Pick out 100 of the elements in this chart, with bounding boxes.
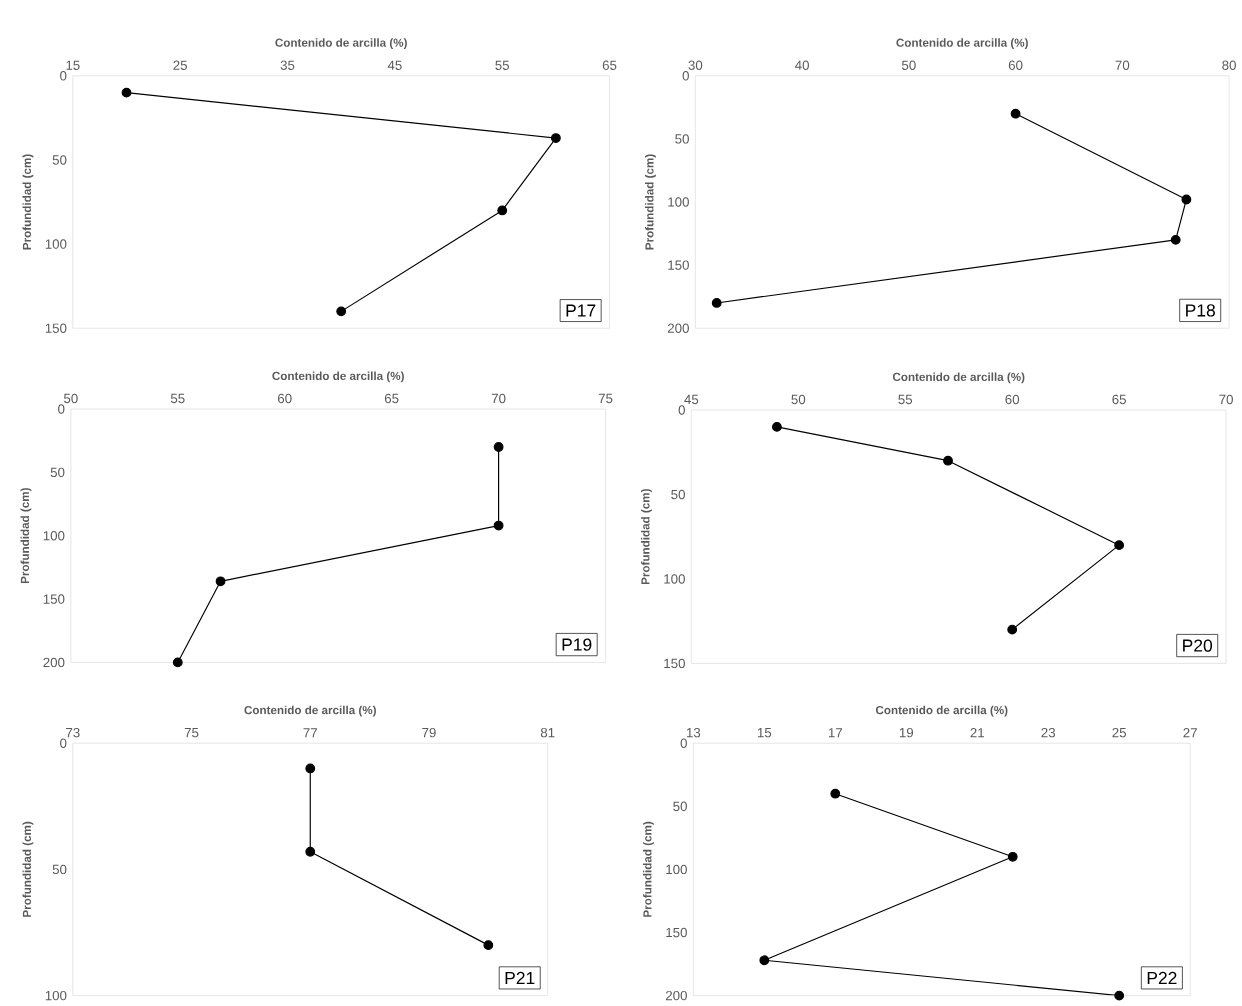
x-tick-label: 21 (970, 728, 984, 738)
x-tick-label: 55 (898, 394, 913, 405)
x-tick-label: 77 (303, 728, 317, 738)
y-axis-title: Profundidad (cm) (641, 489, 652, 585)
point (550, 133, 561, 144)
point (493, 520, 504, 531)
x-tick-label: 19 (899, 727, 914, 738)
point (336, 306, 347, 317)
y-axis-title: Profundidad (cm) (22, 154, 34, 250)
y-tick-label: 50 (50, 467, 65, 478)
x-tick-label: 60 (1005, 394, 1020, 405)
y-axis-title: Profundidad (cm) (643, 821, 654, 917)
y-tick-label: 150 (43, 594, 65, 604)
y-tick-label: 0 (60, 71, 67, 81)
x-axis-title: Contenido de arcilla (%) (272, 371, 404, 383)
y-tick-label: 50 (673, 801, 687, 812)
x-axis-title: Contenido de arcilla (%) (275, 38, 407, 50)
x-tick-label: 81 (540, 727, 555, 738)
x-tick-label: 17 (828, 728, 843, 738)
y-tick-label: 0 (680, 738, 687, 748)
point (121, 87, 132, 98)
y-tick-label: 100 (668, 197, 689, 207)
point (215, 576, 226, 587)
y-axis-title: Profundidad (cm) (22, 821, 34, 917)
y-tick-label: 150 (666, 927, 687, 938)
y-tick-label: 150 (45, 323, 67, 333)
text: P22 (1147, 971, 1177, 985)
x-tick-label: 50 (791, 394, 806, 405)
y-tick-label: 0 (60, 738, 67, 748)
x-tick-label: 15 (66, 60, 80, 70)
y-tick-label: 150 (664, 658, 685, 669)
y-tick-label: 50 (52, 864, 67, 875)
x-tick-label: 70 (1219, 394, 1233, 405)
y-tick-label: 0 (682, 71, 689, 81)
x-tick-label: 23 (1041, 727, 1056, 738)
y-tick-label: 200 (43, 657, 65, 668)
x-tick-label: 27 (1183, 728, 1197, 738)
point (497, 205, 508, 216)
point (172, 657, 183, 668)
x-tick-label: 45 (684, 394, 699, 405)
point (305, 763, 316, 774)
x-tick-label: 79 (422, 727, 436, 738)
x-tick-label: 15 (757, 728, 772, 738)
text: P19 (562, 638, 592, 651)
y-tick-label: 50 (675, 134, 689, 144)
y-tick-label: 50 (671, 489, 685, 500)
x-tick-label: 35 (280, 60, 295, 70)
y-tick-label: 100 (666, 864, 687, 875)
point (1114, 540, 1125, 551)
text: P18 (1186, 304, 1215, 317)
x-tick-label: 13 (686, 727, 701, 738)
y-tick-label: 100 (45, 990, 67, 1001)
x-tick-label: 25 (1112, 727, 1127, 738)
point (1010, 108, 1021, 119)
x-tick-label: 70 (1115, 60, 1130, 70)
y-axis-title: Profundidad (cm) (20, 488, 32, 584)
y-tick-label: 50 (52, 155, 67, 165)
y-tick-label: 0 (678, 405, 685, 415)
x-tick-label: 75 (184, 728, 199, 738)
x-tick-label: 55 (170, 393, 185, 404)
x-tick-label: 65 (1112, 394, 1126, 405)
x-tick-label: 40 (795, 60, 809, 70)
x-tick-label: 55 (495, 60, 510, 70)
point (830, 788, 841, 799)
point (759, 955, 770, 966)
x-tick-label: 60 (278, 393, 292, 404)
y-tick-label: 100 (664, 574, 685, 584)
point (1007, 851, 1018, 862)
x-axis-title: Contenido de arcilla (%) (875, 705, 1008, 717)
point (305, 846, 316, 857)
x-tick-label: 75 (598, 393, 613, 404)
point (711, 298, 722, 308)
x-axis-title: Contenido de arcilla (%) (244, 705, 376, 717)
x-tick-label: 65 (602, 60, 617, 70)
x-tick-label: 65 (384, 393, 399, 404)
point (1114, 990, 1125, 1001)
text: P20 (1183, 639, 1213, 652)
point (943, 455, 953, 466)
x-tick-label: 60 (1008, 60, 1023, 70)
point (772, 422, 782, 432)
x-tick-label: 45 (387, 60, 402, 70)
x-tick-label: 25 (173, 60, 187, 70)
x-tick-label: 30 (688, 60, 703, 70)
y-tick-label: 200 (667, 323, 689, 333)
text: P17 (566, 304, 596, 317)
x-axis-title: Contenido de arcilla (%) (896, 38, 1028, 50)
y-tick-label: 100 (43, 531, 65, 541)
point (1007, 624, 1018, 635)
text: P21 (505, 971, 535, 985)
y-tick-label: 150 (668, 260, 689, 270)
x-tick-label: 50 (901, 60, 916, 70)
point (493, 442, 504, 452)
x-tick-label: 73 (66, 727, 80, 738)
x-tick-label: 80 (1222, 60, 1236, 70)
x-tick-label: 70 (491, 393, 506, 404)
y-tick-label: 100 (45, 239, 67, 249)
y-tick-label: 200 (665, 990, 687, 1001)
x-axis-title: Contenido de arcilla (%) (892, 372, 1025, 384)
point (1181, 194, 1192, 205)
y-axis-title: Profundidad (cm) (645, 154, 656, 250)
